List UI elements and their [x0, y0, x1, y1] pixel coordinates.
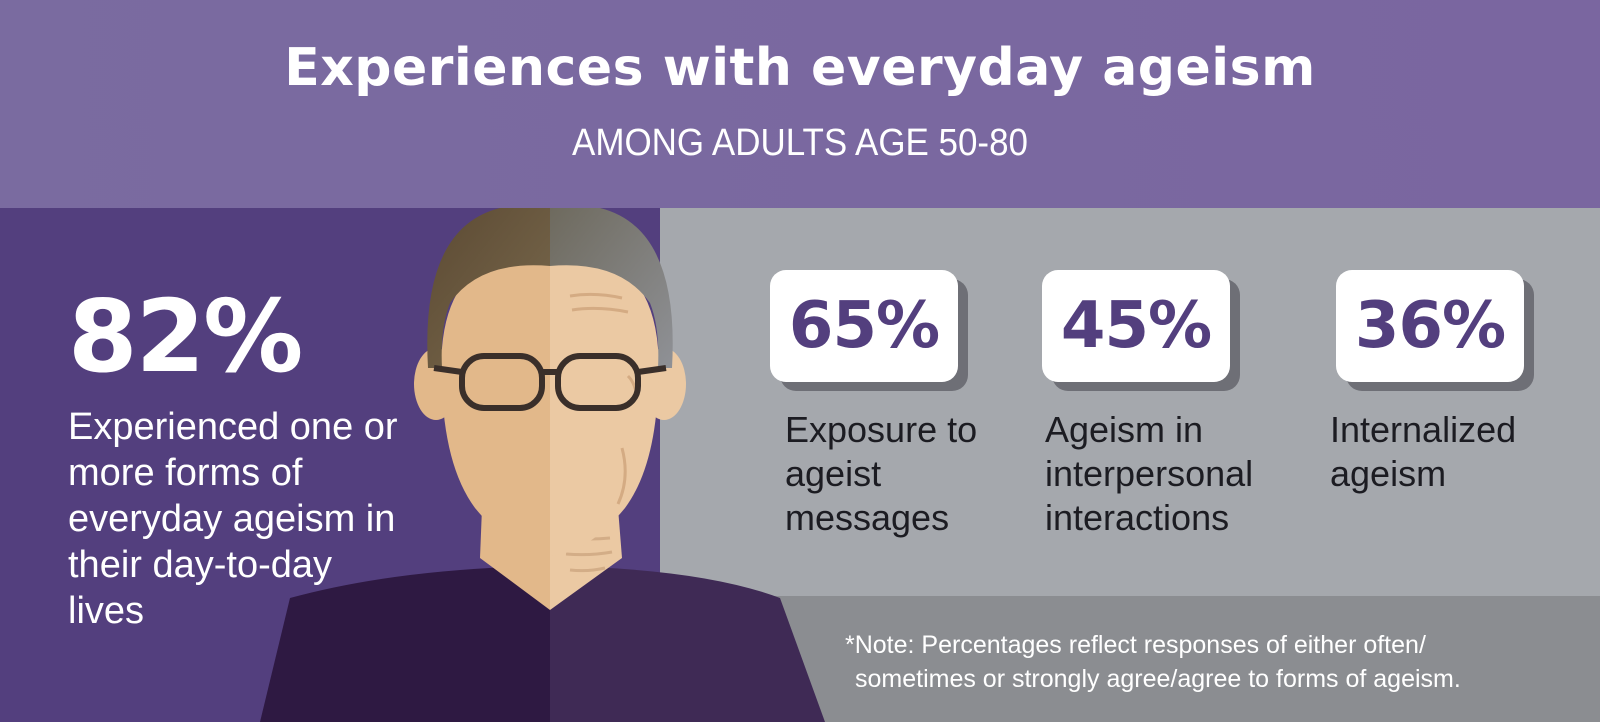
stat-value-exposure: 65%	[788, 289, 940, 363]
page-title: Experiences with everyday ageism	[284, 38, 1316, 98]
stat-label-internalized: Internalized ageism	[1330, 409, 1517, 494]
footnote: *Note: Percentages reflect responses of …	[845, 628, 1565, 696]
stat-card-internalized: 36%	[1336, 270, 1524, 382]
stat-label-interpersonal: Ageism in interpersonal interactions	[1045, 409, 1254, 538]
footnote-line-2: sometimes or strongly agree/agree to for…	[855, 665, 1461, 693]
footnote-line-1: *Note: Percentages reflect responses of …	[845, 631, 1426, 659]
stat-label-exposure: Exposure to ageist messages	[785, 409, 978, 538]
header-banner: Experiences with everyday ageism AMONG A…	[0, 0, 1600, 208]
stat-card-exposure: 65%	[770, 270, 958, 382]
stat-value-interpersonal: 45%	[1060, 289, 1212, 363]
stat-value-internalized: 36%	[1354, 289, 1506, 363]
split-face-young-old-icon	[260, 208, 825, 722]
page-subtitle: AMONG ADULTS AGE 50-80	[572, 122, 1028, 164]
main-stat-description: Experienced one or more forms of everyda…	[68, 406, 398, 632]
main-stat-value: 82%	[68, 278, 303, 395]
stat-card-interpersonal: 45%	[1042, 270, 1230, 382]
